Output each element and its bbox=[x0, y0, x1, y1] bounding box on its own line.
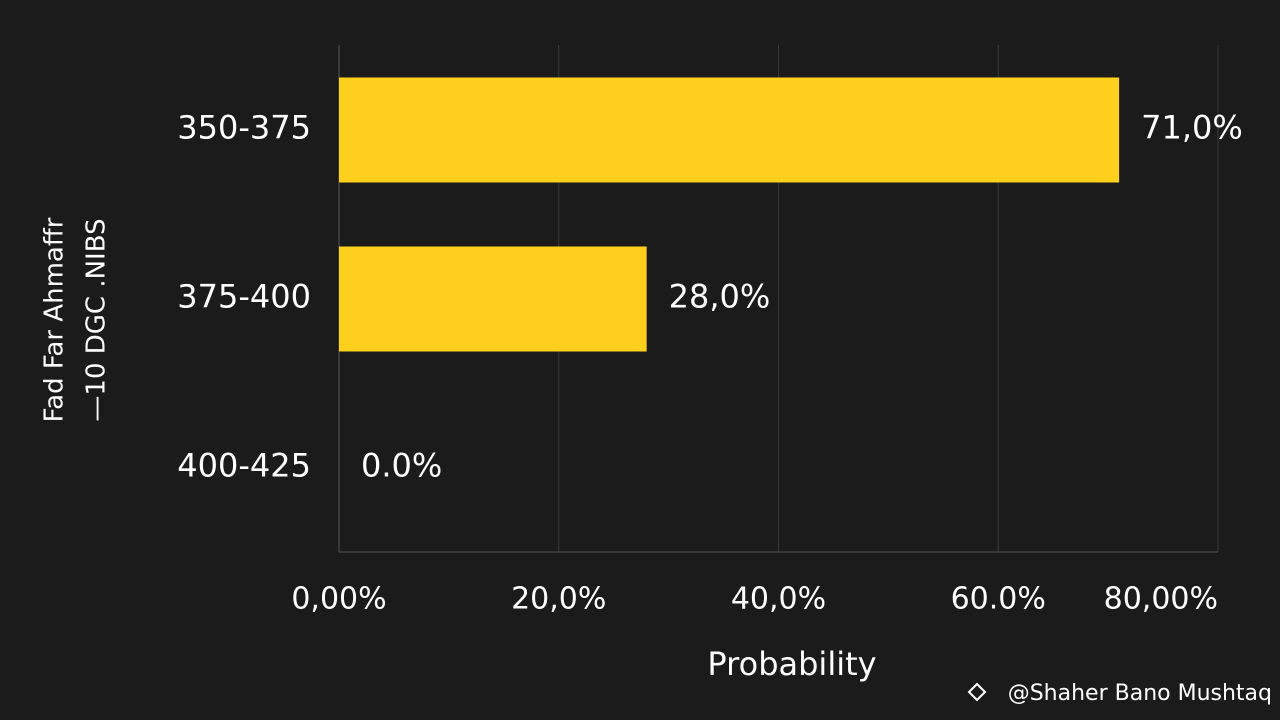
x-tick-label: 40,0% bbox=[731, 582, 826, 617]
y-axis-label-line: —10 DGC .NIBS bbox=[82, 218, 112, 421]
watermark-icon bbox=[967, 682, 987, 702]
value-label: 0.0% bbox=[361, 447, 442, 485]
x-tick-label: 60.0% bbox=[951, 582, 1046, 617]
bar bbox=[339, 246, 647, 352]
y-tick-label: 375-400 bbox=[177, 278, 311, 316]
bar bbox=[339, 77, 1120, 183]
x-tick-label: 0,00% bbox=[291, 582, 386, 617]
watermark: @Shaher Bano Mushtaq bbox=[1008, 681, 1272, 706]
y-axis-label-line: Fad Far Ahmaffr bbox=[40, 217, 70, 422]
x-tick-label: 20,0% bbox=[511, 582, 606, 617]
value-label: 28,0% bbox=[669, 278, 771, 316]
value-label: 71,0% bbox=[1141, 109, 1243, 147]
y-tick-label: 350-375 bbox=[177, 109, 311, 147]
y-axis-label: Fad Far Ahmaffr —10 DGC .NIBS bbox=[40, 217, 112, 422]
x-axis-label: Probability bbox=[707, 645, 876, 683]
y-tick-label: 400-425 bbox=[177, 447, 311, 485]
x-tick-label: 80,00% bbox=[1104, 582, 1218, 617]
